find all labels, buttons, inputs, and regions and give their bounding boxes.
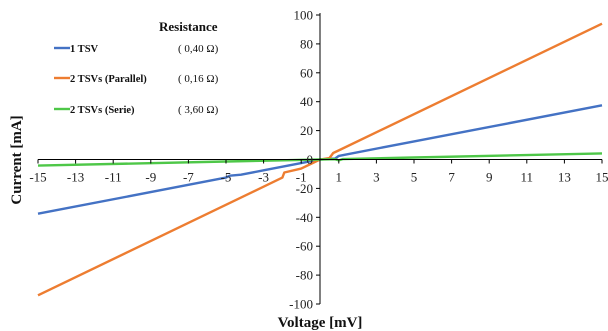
legend: Resistance 1 TSV ( 0,40 Ω) 2 TSVs (Paralle… (54, 19, 219, 116)
y-axis-title: Current [mA] (9, 115, 25, 204)
legend-label-1: 1 TSV (70, 44, 99, 55)
y-tick-label: 100 (294, 8, 314, 23)
y-tick-label: 40 (300, 94, 313, 109)
x-tick-label: 13 (558, 170, 571, 185)
y-tick-label: -60 (296, 239, 313, 254)
x-tick-label: -11 (105, 170, 122, 185)
legend-resistance-2: ( 0,16 Ω) (178, 73, 219, 85)
y-tick-label: -40 (296, 210, 313, 225)
x-tick-label: 11 (521, 170, 534, 185)
series-line-1 (37, 104, 603, 215)
legend-resistance-3: ( 3,60 Ω) (178, 104, 219, 116)
x-tick-label: 15 (596, 170, 608, 185)
x-tick-label: 1 (336, 170, 343, 185)
y-tick-label: 80 (300, 36, 313, 51)
x-tick-label: -5 (221, 170, 232, 185)
y-tick-label: -20 (296, 181, 313, 196)
x-tick-label: 7 (448, 170, 455, 185)
y-tick-label: 20 (300, 123, 313, 138)
x-tick-label: -7 (183, 170, 194, 185)
x-axis-title: Voltage [mV] (278, 315, 363, 331)
x-tick-label: -3 (258, 170, 269, 185)
y-tick-labels: -100 -80 -60 -40 -20 0 20 40 60 80 100 (289, 8, 313, 312)
x-tick-label: -15 (29, 170, 46, 185)
y-tick-label: -100 (289, 297, 313, 312)
y-tick-label: 0 (307, 152, 314, 167)
y-tick-label: -80 (296, 268, 313, 283)
x-tick-label: 5 (411, 170, 418, 185)
legend-label-2: 2 TSVs (Parallel) (70, 74, 147, 85)
x-tick-label: -1 (296, 170, 307, 185)
legend-header: Resistance (159, 19, 218, 34)
x-tick-label: -9 (145, 170, 156, 185)
x-tick-labels: -15 -13 -11 -9 -7 -5 -3 -1 1 3 5 7 9 11 13 15 (29, 170, 608, 185)
axes (37, 13, 603, 305)
y-tick-label: 60 (300, 65, 313, 80)
x-tick-label: 9 (486, 170, 493, 185)
legend-resistance-1: ( 0,40 Ω) (178, 43, 219, 55)
x-tick-label: 3 (373, 170, 380, 185)
legend-label-3: 2 TSVs (Serie) (70, 105, 135, 116)
x-tick-label: -13 (67, 170, 84, 185)
